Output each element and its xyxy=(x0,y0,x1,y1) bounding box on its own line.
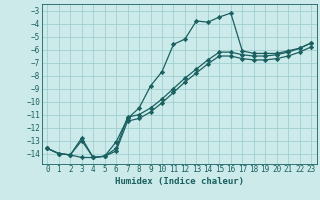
X-axis label: Humidex (Indice chaleur): Humidex (Indice chaleur) xyxy=(115,177,244,186)
